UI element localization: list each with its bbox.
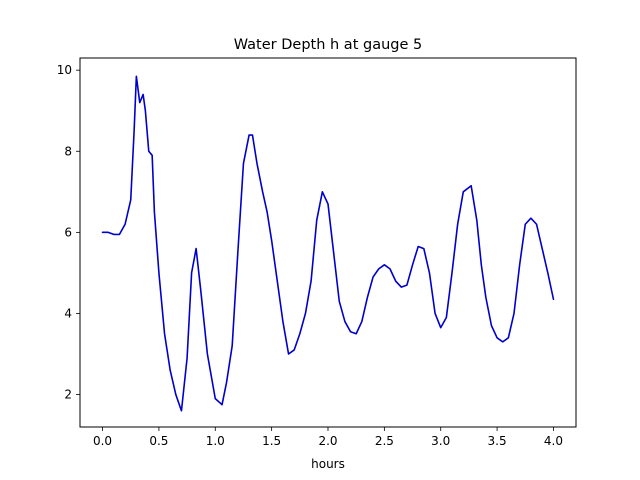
y-tick-label: 10 xyxy=(57,63,72,77)
x-tick-label: 0.5 xyxy=(149,434,168,448)
x-tick-label: 4.0 xyxy=(544,434,563,448)
y-tick-label: 6 xyxy=(64,225,72,239)
y-axis: 2 4 6 8 10 xyxy=(57,63,80,402)
y-tick-label: 4 xyxy=(64,306,72,320)
y-tick-label: 2 xyxy=(64,388,72,402)
plot-area xyxy=(101,75,555,412)
x-tick-label: 1.5 xyxy=(262,434,281,448)
x-tick-label: 0.0 xyxy=(93,434,112,448)
x-tick-label: 2.5 xyxy=(375,434,394,448)
x-tick-label: 3.5 xyxy=(488,434,507,448)
x-tick-label: 1.0 xyxy=(206,434,225,448)
x-axis: 0.0 0.5 1.0 1.5 2.0 2.5 3.0 3.5 4.0 xyxy=(93,427,563,448)
series-line-0 xyxy=(101,75,555,412)
y-tick-label: 8 xyxy=(64,144,72,158)
x-tick-label: 3.0 xyxy=(431,434,450,448)
chart-title: Water Depth h at gauge 5 xyxy=(234,37,422,53)
x-axis-label: hours xyxy=(311,457,345,471)
x-tick-label: 2.0 xyxy=(318,434,337,448)
